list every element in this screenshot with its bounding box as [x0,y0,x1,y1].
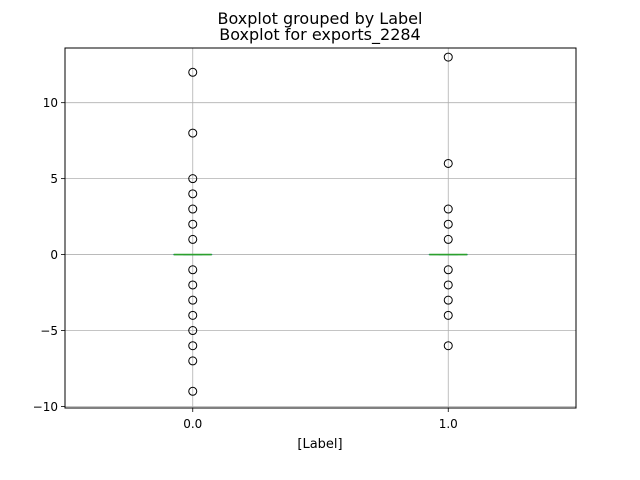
y-tick-label: −10 [33,400,58,414]
outlier-point [188,386,198,396]
outlier-point [188,280,198,290]
outlier-point [188,341,198,351]
y-tick-label: −5 [40,324,58,338]
outlier-point [188,356,198,366]
outlier-point [188,310,198,320]
plot-area: −10 −5 0 5 10 0.0 1.0 [33,47,577,431]
outlier-point [443,341,453,351]
x-tick-label: 1.0 [439,417,458,431]
outlier-point [188,295,198,305]
y-tick-label: 5 [50,172,58,186]
outlier-point [188,326,198,336]
chart-title: Boxplot for exports_2284 [219,25,420,45]
axes-frame [64,47,577,409]
outlier-point [188,174,198,184]
x-axis-label: [Label] [297,437,342,452]
outlier-point [188,265,198,275]
outlier-point [188,67,198,77]
outlier-point [188,234,198,244]
outlier-point [443,280,453,290]
outlier-point [443,265,453,275]
y-tick-label: 10 [43,96,58,110]
outlier-point [443,234,453,244]
outlier-point [443,310,453,320]
outlier-point [188,189,198,199]
chart-suptitle: Boxplot grouped by Label [218,9,423,28]
y-tick-label: 0 [50,248,58,262]
outlier-point [188,204,198,214]
outlier-point [443,158,453,168]
outlier-point [443,204,453,214]
outlier-point [188,128,198,138]
outlier-point [443,295,453,305]
outlier-point [188,219,198,229]
outlier-point [443,219,453,229]
x-tick-label: 0.0 [183,417,202,431]
outlier-point [443,52,453,62]
